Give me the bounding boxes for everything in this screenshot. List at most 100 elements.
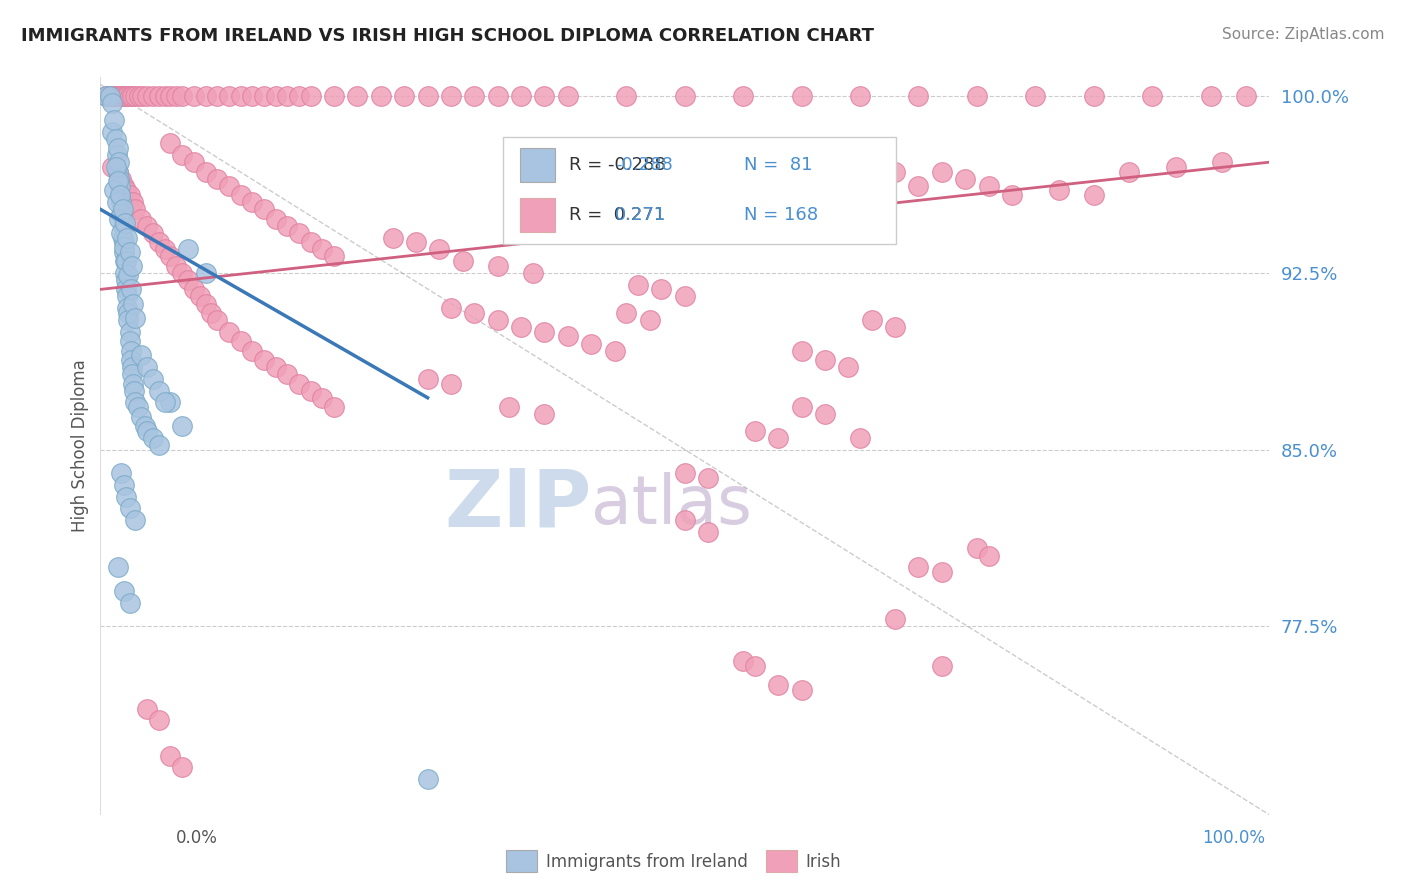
Point	[97, 89, 120, 103]
Point	[120, 353, 142, 368]
Point	[837, 360, 859, 375]
Point	[136, 360, 159, 375]
Point	[101, 160, 124, 174]
Point	[299, 235, 322, 250]
Point	[744, 659, 766, 673]
Point	[117, 313, 139, 327]
Point	[673, 466, 696, 480]
Point	[177, 273, 200, 287]
Point	[114, 254, 136, 268]
Point	[115, 273, 138, 287]
Point	[218, 178, 240, 193]
Point	[814, 407, 837, 421]
Point	[148, 714, 170, 728]
Point	[153, 89, 176, 103]
Point	[498, 400, 520, 414]
Point	[264, 89, 287, 103]
Point	[697, 207, 720, 221]
Point	[323, 249, 346, 263]
Point	[673, 289, 696, 303]
Point	[276, 89, 298, 103]
Point	[148, 438, 170, 452]
Point	[1047, 184, 1070, 198]
Point	[1234, 89, 1257, 103]
Text: 100.0%: 100.0%	[1202, 830, 1265, 847]
Point	[115, 89, 138, 103]
Point	[931, 164, 953, 178]
Point	[183, 282, 205, 296]
Point	[153, 243, 176, 257]
Point	[205, 171, 228, 186]
Point	[172, 89, 194, 103]
Point	[136, 89, 159, 103]
Point	[603, 343, 626, 358]
Point	[510, 89, 533, 103]
Point	[159, 249, 181, 263]
Point	[697, 471, 720, 485]
Point	[486, 89, 509, 103]
Point	[127, 400, 149, 414]
Point	[931, 565, 953, 579]
Point	[323, 400, 346, 414]
Point	[110, 207, 132, 221]
Point	[148, 89, 170, 103]
Point	[177, 243, 200, 257]
Point	[486, 313, 509, 327]
Point	[814, 171, 837, 186]
Point	[121, 89, 143, 103]
Point	[129, 348, 152, 362]
Point	[849, 89, 872, 103]
Point	[533, 407, 555, 421]
Point	[276, 367, 298, 381]
Point	[112, 478, 135, 492]
Point	[103, 89, 125, 103]
Point	[112, 244, 135, 259]
Point	[463, 306, 485, 320]
Point	[427, 243, 450, 257]
Text: -0.288: -0.288	[616, 156, 673, 174]
Point	[98, 89, 121, 103]
Point	[115, 490, 138, 504]
Point	[188, 289, 211, 303]
Point	[766, 678, 789, 692]
Point	[510, 320, 533, 334]
Point	[118, 334, 141, 349]
Point	[1024, 89, 1046, 103]
Point	[112, 240, 135, 254]
Point	[165, 89, 187, 103]
Point	[129, 409, 152, 424]
Point	[194, 296, 217, 310]
Point	[107, 174, 129, 188]
Point	[111, 202, 134, 217]
Point	[440, 301, 463, 316]
Point	[121, 259, 143, 273]
Point	[110, 188, 132, 202]
Point	[1001, 188, 1024, 202]
Point	[264, 360, 287, 375]
Point	[124, 202, 146, 217]
Point	[240, 343, 263, 358]
Point	[108, 171, 131, 186]
Point	[115, 254, 138, 268]
Point	[849, 431, 872, 445]
Point	[579, 188, 602, 202]
Point	[205, 313, 228, 327]
Point	[101, 96, 124, 111]
Point	[346, 89, 368, 103]
Point	[108, 211, 131, 226]
Point	[142, 89, 165, 103]
Point	[533, 325, 555, 339]
Point	[522, 266, 544, 280]
Point	[194, 164, 217, 178]
Point	[172, 266, 194, 280]
Point	[650, 282, 672, 296]
Point	[907, 560, 929, 574]
Point	[744, 424, 766, 438]
Point	[159, 89, 181, 103]
Point	[205, 89, 228, 103]
Point	[614, 89, 637, 103]
Point	[115, 230, 138, 244]
Point	[128, 89, 150, 103]
Point	[790, 400, 813, 414]
Text: ZIP: ZIP	[444, 466, 591, 544]
